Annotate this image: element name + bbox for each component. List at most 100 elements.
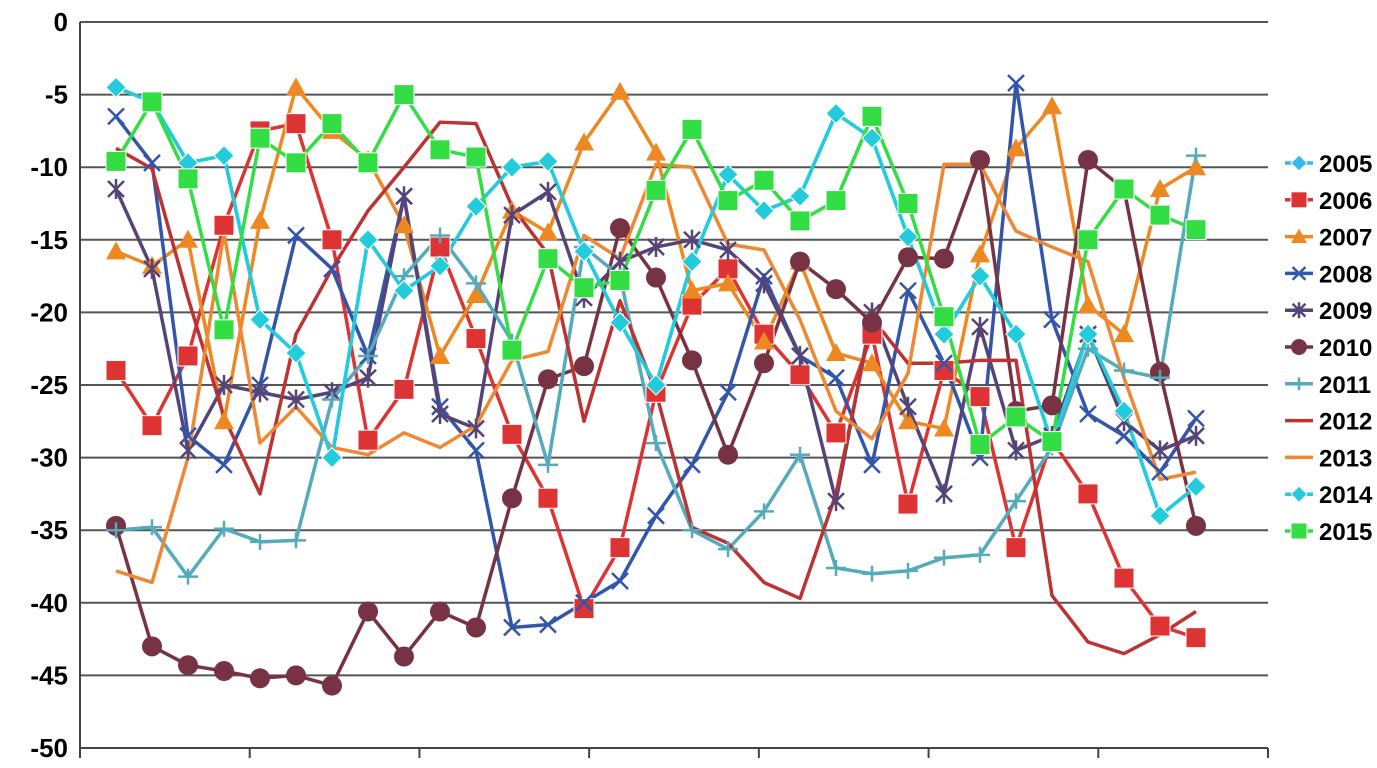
data-point bbox=[647, 506, 665, 525]
data-point bbox=[611, 572, 629, 590]
data-point bbox=[753, 169, 775, 191]
data-point bbox=[934, 248, 954, 269]
data-point bbox=[862, 565, 882, 582]
y-tick-label: -15 bbox=[30, 225, 68, 255]
legend-marker bbox=[1291, 228, 1307, 243]
data-point bbox=[933, 306, 955, 328]
data-point bbox=[681, 118, 703, 140]
data-point bbox=[213, 144, 235, 167]
series-line-2013 bbox=[115, 162, 1197, 585]
data-point bbox=[573, 277, 595, 299]
data-point bbox=[826, 279, 846, 300]
data-point bbox=[142, 519, 162, 536]
data-point bbox=[862, 353, 882, 372]
data-point bbox=[646, 142, 666, 161]
data-point bbox=[286, 77, 306, 96]
y-tick-label: -35 bbox=[30, 515, 68, 545]
data-point bbox=[467, 441, 485, 460]
data-point bbox=[1187, 425, 1205, 446]
data-point bbox=[1042, 96, 1062, 115]
data-point bbox=[1114, 324, 1134, 343]
data-point bbox=[899, 396, 917, 417]
data-point bbox=[287, 226, 305, 245]
data-point bbox=[213, 319, 235, 341]
data-point bbox=[646, 267, 666, 288]
data-point bbox=[934, 549, 954, 566]
data-point bbox=[285, 342, 307, 364]
data-point bbox=[682, 280, 702, 299]
y-axis: 0 -5 -10 -15 -20 -25 -30 -35 -40 -45 -50 bbox=[30, 7, 81, 763]
data-point bbox=[214, 661, 234, 682]
data-point bbox=[142, 636, 162, 657]
data-point bbox=[106, 241, 126, 260]
data-point bbox=[826, 559, 846, 576]
data-point bbox=[897, 193, 919, 214]
data-point bbox=[1185, 219, 1207, 241]
data-point bbox=[934, 418, 954, 437]
data-point bbox=[1077, 229, 1099, 251]
data-point bbox=[465, 146, 487, 168]
data-point bbox=[1187, 409, 1205, 428]
data-point bbox=[1042, 395, 1062, 416]
data-point bbox=[501, 156, 523, 178]
data-point bbox=[682, 350, 702, 371]
data-point bbox=[1113, 178, 1135, 200]
data-point bbox=[1005, 406, 1027, 428]
data-point bbox=[825, 190, 847, 212]
gridlines bbox=[80, 21, 1268, 677]
legend-label: 2005 bbox=[1319, 151, 1372, 178]
data-point bbox=[1077, 323, 1099, 345]
data-point bbox=[683, 455, 701, 474]
legend-marker bbox=[1291, 377, 1307, 391]
data-point bbox=[1186, 515, 1206, 536]
data-point bbox=[394, 215, 414, 234]
data-point bbox=[826, 343, 846, 362]
data-point bbox=[323, 259, 341, 278]
legend-label: 2007 bbox=[1319, 225, 1372, 252]
data-point bbox=[789, 185, 811, 207]
legend-marker bbox=[1291, 339, 1307, 355]
data-point bbox=[647, 237, 665, 258]
data-point bbox=[718, 444, 738, 465]
data-point bbox=[645, 179, 667, 201]
data-point bbox=[107, 178, 125, 199]
data-point bbox=[465, 195, 487, 218]
x-axis bbox=[79, 747, 1269, 758]
data-point bbox=[105, 150, 127, 172]
data-point bbox=[213, 214, 235, 236]
data-point bbox=[610, 218, 630, 239]
data-point bbox=[286, 665, 306, 686]
legend-label: 2006 bbox=[1319, 188, 1372, 215]
legend-label: 2009 bbox=[1319, 298, 1372, 325]
data-point bbox=[790, 251, 810, 272]
data-point bbox=[645, 374, 667, 396]
data-point bbox=[285, 152, 307, 174]
y-tick-label: 0 bbox=[54, 7, 68, 37]
data-point bbox=[143, 258, 161, 279]
data-point bbox=[789, 364, 811, 386]
data-point bbox=[717, 163, 739, 186]
legend-marker bbox=[1290, 191, 1308, 209]
data-point bbox=[1151, 463, 1169, 482]
data-point bbox=[1077, 483, 1099, 505]
data-point bbox=[719, 239, 737, 260]
data-point bbox=[215, 375, 233, 395]
data-point bbox=[574, 132, 594, 151]
data-point bbox=[1151, 440, 1169, 461]
data-point bbox=[501, 423, 523, 445]
data-point bbox=[609, 537, 631, 559]
y-tick-label: -40 bbox=[30, 588, 68, 618]
data-point bbox=[1150, 369, 1170, 386]
data-point bbox=[825, 422, 847, 444]
data-point bbox=[286, 532, 306, 549]
data-point bbox=[357, 429, 379, 451]
y-tick-label: -5 bbox=[45, 80, 68, 110]
legend-marker bbox=[1291, 266, 1307, 281]
data-point bbox=[1006, 493, 1026, 510]
data-point bbox=[430, 601, 450, 622]
data-point bbox=[1185, 627, 1207, 649]
data-point bbox=[285, 113, 307, 135]
data-point bbox=[970, 149, 990, 170]
data-point bbox=[827, 368, 845, 387]
data-point bbox=[1186, 147, 1206, 164]
